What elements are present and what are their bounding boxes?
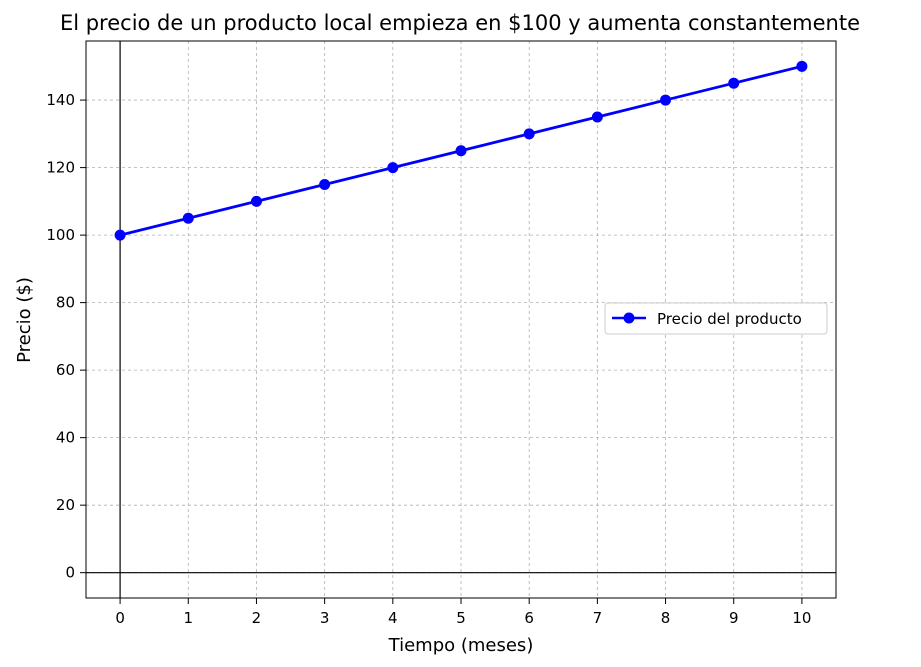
x-tick-label: 0 [115, 609, 125, 627]
x-tick-label: 4 [388, 609, 398, 627]
x-axis-ticks: 0 1 2 3 4 5 6 7 8 9 10 [115, 598, 811, 627]
x-tick-label: 2 [252, 609, 262, 627]
data-point [250, 195, 262, 207]
y-tick-label: 80 [56, 294, 75, 312]
data-point [387, 162, 399, 174]
x-tick-label: 9 [729, 609, 739, 627]
x-tick-label: 10 [792, 609, 811, 627]
y-tick-label: 100 [46, 226, 75, 244]
data-series [114, 60, 808, 241]
data-point [114, 229, 126, 241]
y-tick-label: 20 [56, 496, 75, 514]
data-point [182, 212, 194, 224]
legend-label: Precio del producto [657, 310, 802, 328]
chart-title: El precio de un producto local empieza e… [60, 11, 860, 35]
data-point [660, 94, 672, 106]
y-axis-label: Precio ($) [14, 277, 35, 363]
data-point [319, 178, 331, 190]
reference-lines [86, 41, 836, 598]
data-point [728, 77, 740, 89]
y-tick-label: 0 [65, 564, 75, 582]
legend-marker-swatch [623, 312, 635, 324]
x-tick-label: 5 [456, 609, 466, 627]
y-tick-label: 120 [46, 159, 75, 177]
data-point [591, 111, 603, 123]
y-tick-label: 40 [56, 429, 75, 447]
data-point [796, 60, 808, 72]
x-tick-label: 1 [183, 609, 193, 627]
legend-box [604, 302, 828, 335]
y-tick-label: 60 [56, 361, 75, 379]
x-tick-label: 8 [661, 609, 671, 627]
x-tick-label: 3 [320, 609, 330, 627]
x-tick-label: 6 [524, 609, 534, 627]
data-point [455, 145, 467, 157]
x-axis-label: Tiempo (meses) [388, 635, 534, 656]
legend: Precio del producto [604, 302, 828, 335]
x-tick-label: 7 [593, 609, 603, 627]
data-point [523, 128, 535, 140]
y-axis-ticks: 0 20 40 60 80 100 120 140 [46, 91, 86, 582]
y-tick-label: 140 [46, 91, 75, 109]
